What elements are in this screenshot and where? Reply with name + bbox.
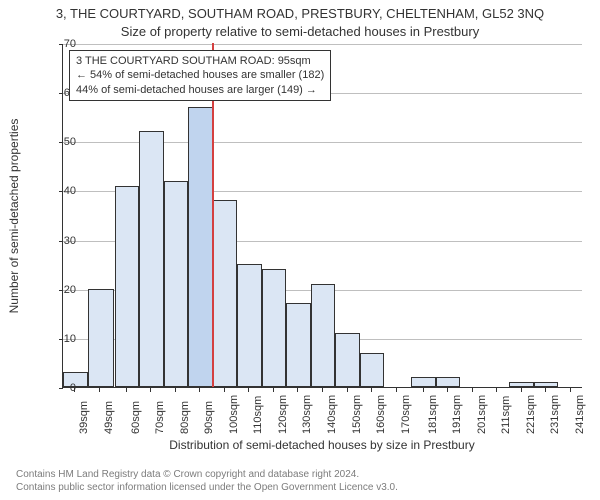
annotation-box: 3 THE COURTYARD SOUTHAM ROAD: 95sqm← 54%… [69,50,331,101]
x-tick-label: 120sqm [277,395,289,434]
x-tick-label: 60sqm [130,401,142,434]
x-tick-mark [273,388,274,392]
histogram-bar [262,269,287,387]
y-tick-label: 0 [46,382,76,394]
x-tick-label: 39sqm [78,401,90,434]
y-tick-label: 10 [46,333,76,345]
x-axis-label: Distribution of semi-detached houses by … [62,438,582,452]
x-tick-mark [521,388,522,392]
x-tick-mark [570,388,571,392]
footer-line1: Contains HM Land Registry data © Crown c… [16,468,398,481]
grid-line [63,44,582,45]
histogram-bar [411,377,436,387]
annotation-line1: 3 THE COURTYARD SOUTHAM ROAD: 95sqm [76,54,324,68]
x-tick-label: 80sqm [179,401,191,434]
y-tick-label: 40 [46,185,76,197]
annotation-line3: 44% of semi-detached houses are larger (… [76,83,324,97]
x-tick-label: 241sqm [574,395,586,434]
x-tick-mark [199,388,200,392]
x-tick-label: 170sqm [400,395,412,434]
x-tick-label: 140sqm [326,395,338,434]
x-tick-label: 201sqm [476,395,488,434]
x-tick-label: 181sqm [427,395,439,434]
x-tick-mark [297,388,298,392]
y-axis-label: Number of semi-detached properties [7,119,21,314]
footer-attribution: Contains HM Land Registry data © Crown c… [16,468,398,494]
histogram-bar [436,377,461,387]
x-tick-mark [496,388,497,392]
chart-title-line1: 3, THE COURTYARD, SOUTHAM ROAD, PRESTBUR… [0,6,600,21]
x-tick-label: 130sqm [301,395,313,434]
x-tick-label: 100sqm [228,395,240,434]
histogram-bar [360,353,385,387]
histogram-bar [139,131,164,387]
x-tick-mark [322,388,323,392]
x-tick-label: 70sqm [154,401,166,434]
y-tick-label: 50 [46,136,76,148]
x-tick-label: 90sqm [203,401,215,434]
y-tick-label: 70 [46,38,76,50]
x-tick-mark [126,388,127,392]
x-tick-mark [472,388,473,392]
chart-title-line2: Size of property relative to semi-detach… [0,24,600,39]
x-tick-mark [371,388,372,392]
x-tick-mark [396,388,397,392]
x-tick-label: 211sqm [500,396,512,434]
x-tick-mark [224,388,225,392]
annotation-line2: ← 54% of semi-detached houses are smalle… [76,68,324,82]
histogram-bar [237,264,262,387]
x-tick-label: 231sqm [549,395,561,434]
histogram-bar [534,382,559,387]
x-tick-mark [74,388,75,392]
x-tick-mark [423,388,424,392]
y-tick-label: 30 [46,235,76,247]
histogram-bar [213,200,238,387]
histogram-bar [509,382,534,387]
x-tick-mark [175,388,176,392]
x-tick-mark [99,388,100,392]
histogram-bar [286,303,311,387]
histogram-bar [88,289,115,387]
x-tick-label: 150sqm [351,395,363,434]
chart-page: 3, THE COURTYARD, SOUTHAM ROAD, PRESTBUR… [0,0,600,500]
x-tick-mark [347,388,348,392]
x-tick-mark [248,388,249,392]
x-tick-label: 191sqm [451,395,463,434]
footer-line2: Contains public sector information licen… [16,481,398,494]
x-tick-label: 221sqm [525,395,537,434]
x-tick-label: 49sqm [103,401,115,434]
histogram-bar [335,333,360,387]
x-tick-label: 160sqm [375,395,387,434]
x-tick-mark [545,388,546,392]
x-tick-mark [150,388,151,392]
plot-area: 3 THE COURTYARD SOUTHAM ROAD: 95sqm← 54%… [62,44,582,388]
histogram-bar [164,181,189,387]
histogram-bar [311,284,336,387]
histogram-bar [115,186,140,387]
x-tick-label: 110sqm [252,396,264,434]
x-tick-mark [447,388,448,392]
histogram-bar [188,107,213,387]
y-tick-label: 20 [46,284,76,296]
